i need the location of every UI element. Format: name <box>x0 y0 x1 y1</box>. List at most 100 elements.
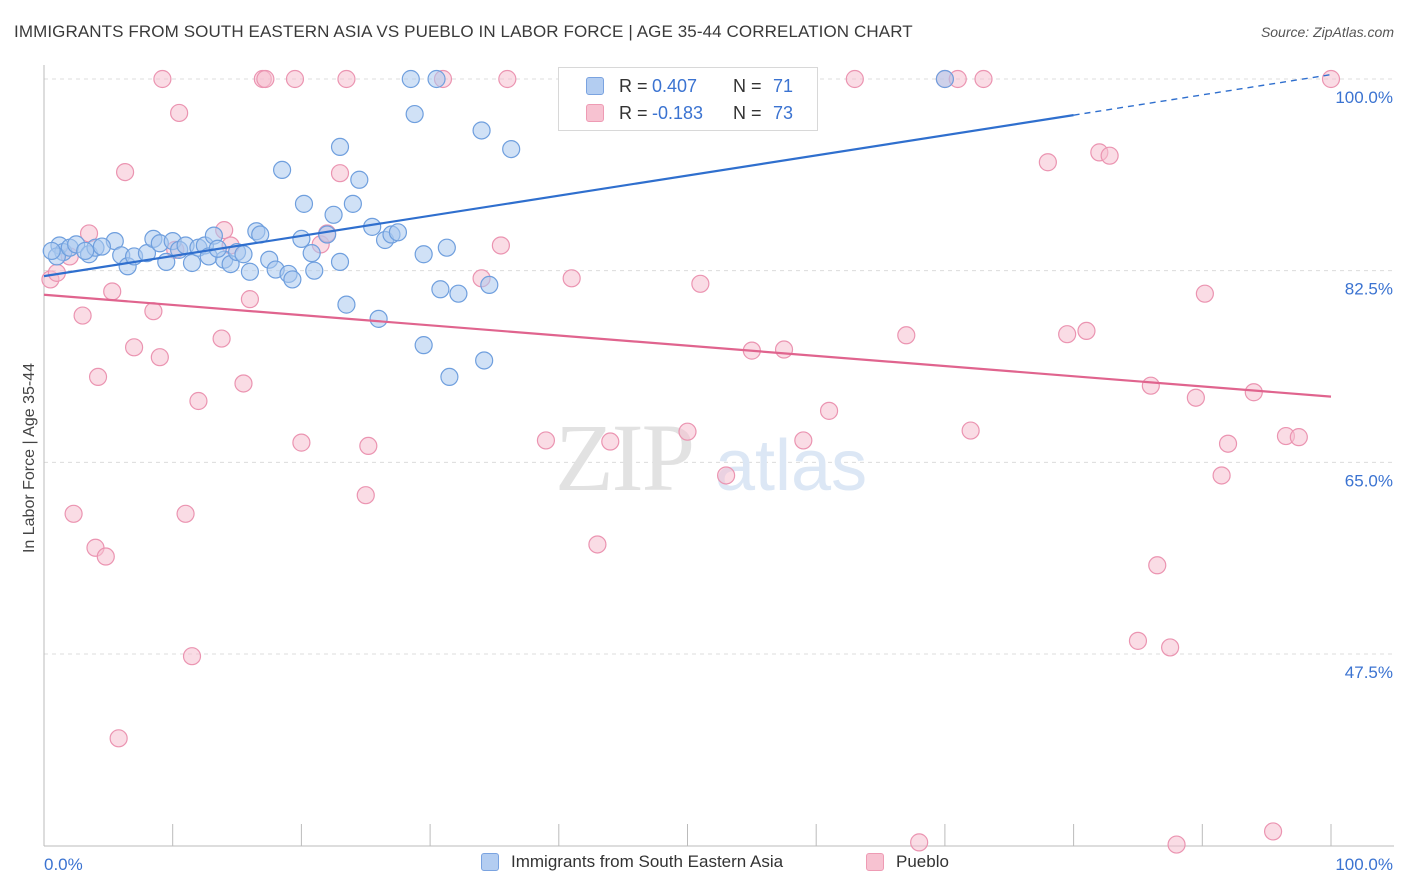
pueblo-point-27 <box>256 69 275 89</box>
pueblo-point-50 <box>774 340 794 359</box>
pueblo-point-21 <box>212 329 231 348</box>
sea-point-44 <box>337 295 356 314</box>
sea-point-64 <box>502 139 521 159</box>
pueblo-point-32 <box>330 164 350 183</box>
sea-trend-extension <box>1073 73 1332 116</box>
gridlines <box>44 78 1392 655</box>
pueblo-point-45 <box>678 422 697 441</box>
pueblo-point-24 <box>234 374 253 393</box>
stats-r-label: R = <box>619 103 648 123</box>
y-tick-label-0: 47.5% <box>1345 663 1393 682</box>
sea-point-46 <box>350 170 369 189</box>
stats-swatch-pueblo <box>586 104 604 122</box>
sea-point-58 <box>437 238 456 257</box>
sea-point-59 <box>440 367 459 387</box>
pueblo-point-46 <box>691 274 710 293</box>
pueblo-point-77 <box>1289 428 1308 447</box>
pueblo-point-52 <box>819 401 839 420</box>
pueblo-point-65 <box>1128 631 1148 650</box>
watermark-atlas: atlas <box>715 426 867 506</box>
pueblo-point-11 <box>115 162 135 182</box>
sea-point-33 <box>272 160 292 180</box>
legend-item-sea[interactable]: Immigrants from South Eastern Asia <box>481 852 783 872</box>
pueblo-point-47 <box>717 466 736 485</box>
pueblo-point-67 <box>1148 556 1167 575</box>
pueblo-point-43 <box>601 432 620 451</box>
sea-point-70 <box>76 241 95 261</box>
pueblo-point-66 <box>1141 376 1160 395</box>
pueblo-point-70 <box>1186 388 1205 407</box>
sea-point-43 <box>330 252 350 272</box>
legend: Immigrants from South Eastern Asia Puebl… <box>0 848 1406 878</box>
pueblo-point-33 <box>337 69 356 89</box>
sea-trend-line <box>43 114 1074 278</box>
pueblo-point-69 <box>1167 835 1186 854</box>
pueblo-point-15 <box>153 69 172 89</box>
pueblo-trend-line <box>43 293 1332 398</box>
pueblo-point-54 <box>897 326 916 345</box>
pueblo-point-62 <box>1077 321 1096 341</box>
watermark-zip: ZIP <box>555 404 693 511</box>
pueblo-points <box>41 69 1341 854</box>
stats-box: R = 0.407 N = 71 R = -0.183 N = 73 <box>558 67 818 131</box>
x-tick-label-1: 100.0% <box>1335 855 1393 874</box>
stats-n-label: N = <box>733 76 762 96</box>
sea-point-19 <box>182 253 202 273</box>
sea-point-68 <box>42 241 61 261</box>
legend-label-sea: Immigrants from South Eastern Asia <box>511 852 784 871</box>
sea-point-37 <box>294 194 314 213</box>
stats-r-value-pueblo: -0.183 <box>652 103 704 123</box>
sea-point-45 <box>343 194 362 213</box>
pueblo-point-68 <box>1161 638 1180 657</box>
pueblo-point-35 <box>359 436 378 456</box>
pueblo-point-61 <box>1058 325 1077 344</box>
pueblo-point-12 <box>124 338 144 357</box>
pueblo-point-58 <box>961 421 980 440</box>
pueblo-point-75 <box>1263 822 1283 841</box>
pueblo-point-3 <box>73 306 92 325</box>
pueblo-point-9 <box>103 282 122 301</box>
stats-n-label: N = <box>733 103 762 123</box>
pueblo-point-34 <box>356 486 375 505</box>
sea-point-61 <box>472 121 491 140</box>
sea-point-55 <box>414 336 433 355</box>
pueblo-point-59 <box>974 69 993 89</box>
sea-point-57 <box>431 280 450 299</box>
x-tick-label-0: 0.0% <box>44 855 83 874</box>
pueblo-point-25 <box>240 290 260 309</box>
sea-point-35 <box>283 270 302 289</box>
sea-point-54 <box>414 245 433 264</box>
pueblo-point-7 <box>64 504 83 523</box>
source-credit: Source: ZipAtlas.com <box>1260 24 1394 40</box>
pueblo-point-28 <box>285 69 305 89</box>
sea-point-52 <box>401 69 420 89</box>
stats-swatch-sea <box>586 77 604 95</box>
pueblo-point-14 <box>150 348 169 367</box>
stats-row-sea: R = 0.407 N = 71 <box>559 74 817 100</box>
pueblo-point-10 <box>109 729 128 748</box>
pueblo-point-39 <box>498 69 517 89</box>
pueblo-point-38 <box>491 236 510 255</box>
sea-point-63 <box>480 275 499 295</box>
pueblo-point-13 <box>144 302 163 321</box>
sea-point-67 <box>935 69 955 89</box>
pueblo-point-17 <box>170 103 189 123</box>
legend-item-pueblo[interactable]: Pueblo <box>866 852 949 872</box>
sea-point-40 <box>318 225 337 244</box>
pueblo-point-29 <box>292 433 311 452</box>
y-tick-label-2: 82.5% <box>1345 280 1393 299</box>
stats-n-value-pueblo: 73 <box>773 103 794 123</box>
sea-point-41 <box>324 205 343 224</box>
trend-lines <box>43 73 1332 398</box>
watermark: ZIP atlas <box>555 404 867 511</box>
sea-point-60 <box>449 284 468 303</box>
stats-r-label: R = <box>619 76 648 96</box>
sea-point-38 <box>302 244 321 263</box>
pueblo-point-40 <box>536 431 556 450</box>
legend-label-pueblo: Pueblo <box>896 852 949 871</box>
sea-point-51 <box>388 223 408 242</box>
pueblo-point-51 <box>794 431 813 450</box>
pueblo-point-41 <box>562 269 581 288</box>
pueblo-point-60 <box>1038 153 1057 172</box>
